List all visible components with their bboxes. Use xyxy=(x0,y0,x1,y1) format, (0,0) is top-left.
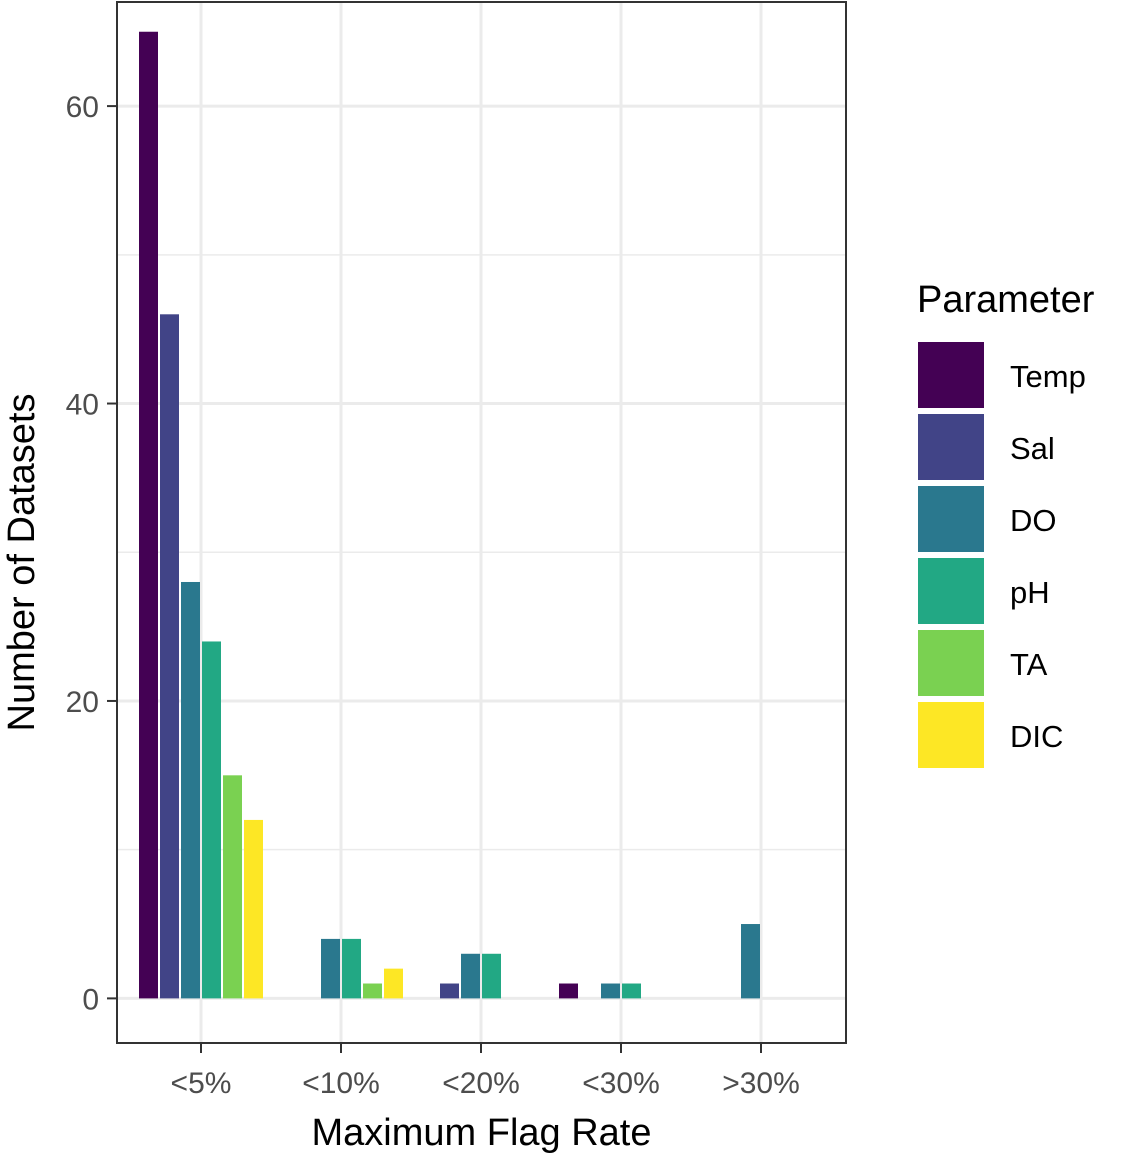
legend: Parameter Temp Sal DO pH TA DIC xyxy=(917,279,1095,768)
bar-ph-2 xyxy=(482,953,501,999)
x-tick-label: <30% xyxy=(582,1067,660,1100)
bars xyxy=(139,31,760,999)
legend-label-sal: Sal xyxy=(1010,431,1055,466)
grid-major xyxy=(117,2,846,1043)
legend-key-dic xyxy=(918,702,984,768)
x-tick-label: >30% xyxy=(722,1067,800,1100)
bar-do-3 xyxy=(601,983,620,999)
bar-ph-3 xyxy=(622,983,641,999)
y-tick-label: 40 xyxy=(66,389,99,422)
legend-key-do xyxy=(918,486,984,552)
bar-temp-0 xyxy=(139,31,158,999)
legend-label-temp: Temp xyxy=(1010,359,1086,394)
bar-ta-0 xyxy=(223,775,242,999)
legend-label-dic: DIC xyxy=(1010,719,1063,754)
bar-ph-0 xyxy=(202,641,221,999)
legend-items: Temp Sal DO pH TA DIC xyxy=(918,342,1086,768)
legend-label-do: DO xyxy=(1010,503,1057,538)
legend-label-ph: pH xyxy=(1010,575,1050,610)
x-tick-label: <5% xyxy=(171,1067,232,1100)
bar-do-2 xyxy=(461,953,480,999)
bar-dic-0 xyxy=(244,819,263,999)
y-tick-label: 20 xyxy=(66,686,99,719)
bar-ph-1 xyxy=(342,938,361,999)
x-axis: <5% <10% <20% <30% >30% xyxy=(171,1043,800,1100)
bar-ta-1 xyxy=(363,983,382,999)
legend-key-ph xyxy=(918,558,984,624)
y-tick-label: 0 xyxy=(82,983,99,1016)
legend-key-temp xyxy=(918,342,984,408)
bar-sal-2 xyxy=(440,983,459,999)
y-tick-label: 60 xyxy=(66,91,99,124)
legend-label-ta: TA xyxy=(1010,647,1048,682)
bar-do-4 xyxy=(741,924,760,999)
bar-temp-3 xyxy=(559,983,578,999)
x-tick-label: <20% xyxy=(442,1067,520,1100)
bar-dic-1 xyxy=(384,968,403,999)
y-axis: 0 20 40 60 xyxy=(66,91,117,1016)
bar-sal-0 xyxy=(160,314,179,999)
legend-key-ta xyxy=(918,630,984,696)
bar-do-1 xyxy=(321,938,340,999)
x-tick-label: <10% xyxy=(302,1067,380,1100)
legend-key-sal xyxy=(918,414,984,480)
bar-do-0 xyxy=(181,581,200,999)
x-axis-title: Maximum Flag Rate xyxy=(312,1112,652,1154)
y-axis-title: Number of Datasets xyxy=(1,394,43,732)
legend-title: Parameter xyxy=(917,279,1095,321)
